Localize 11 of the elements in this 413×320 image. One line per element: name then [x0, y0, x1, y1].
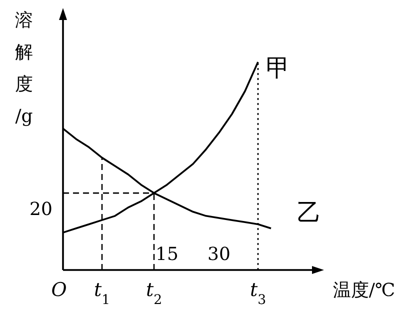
- text: 20: [30, 199, 52, 220]
- series-label: 乙: [297, 198, 321, 226]
- x-tick-label: O: [51, 279, 68, 301]
- series-label: 甲: [266, 54, 290, 82]
- x-tick-label: t$_{3}$: [250, 279, 266, 308]
- annotation: 30: [208, 244, 230, 265]
- y-axis-title: 溶解度/g: [15, 10, 33, 127]
- x-axis-title: 温度/℃: [332, 280, 396, 301]
- x-tick-label: t$_{2}$: [146, 279, 162, 308]
- annotation: 15: [156, 244, 178, 265]
- x-tick-label: t$_{1}$: [94, 279, 110, 308]
